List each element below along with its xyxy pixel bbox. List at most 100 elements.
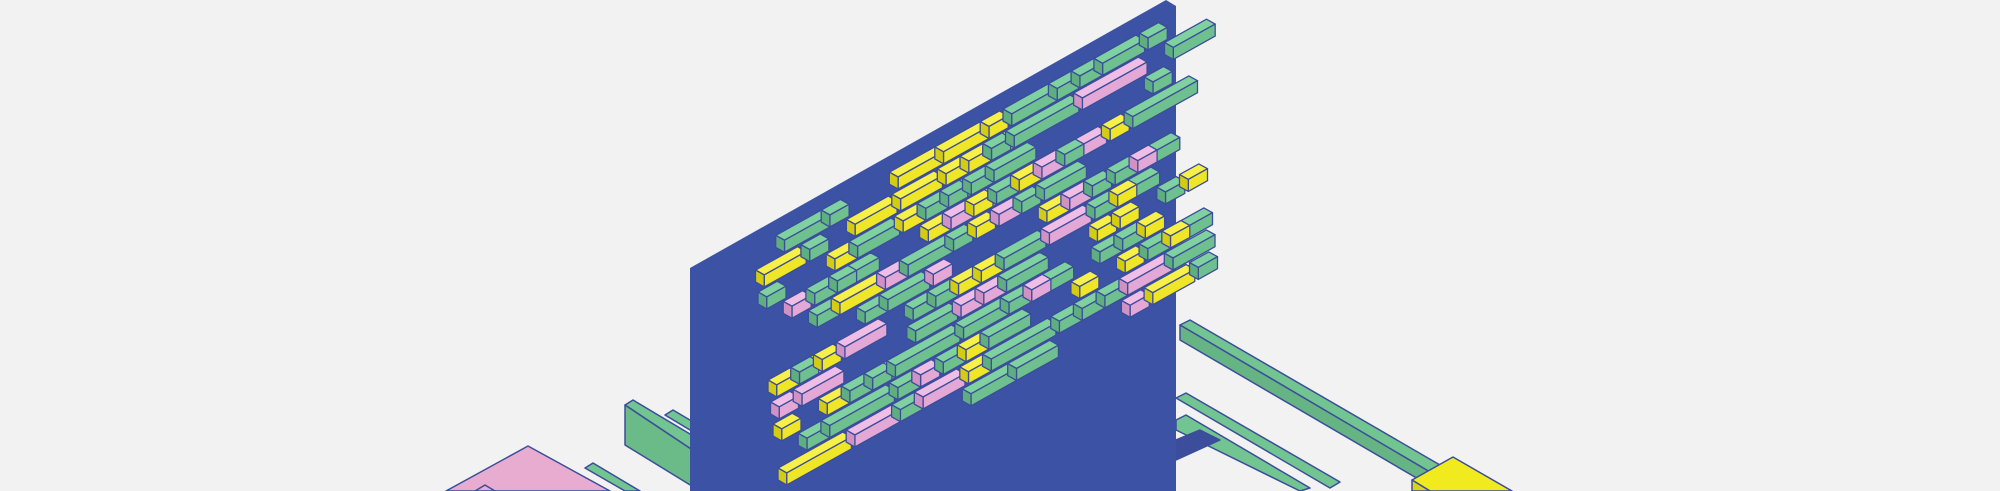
block-end <box>956 344 967 363</box>
block-end <box>979 120 990 140</box>
block-end <box>1050 315 1061 334</box>
block-end <box>1070 281 1081 300</box>
block-end <box>1095 290 1106 309</box>
block-end <box>800 244 811 263</box>
block-end <box>792 388 803 407</box>
block-end <box>820 420 831 439</box>
block-end <box>1138 243 1149 262</box>
block-end <box>845 429 856 448</box>
block-end <box>936 168 947 187</box>
block-end <box>1105 167 1116 186</box>
block-end <box>913 391 924 410</box>
block-end <box>820 209 831 228</box>
block-end <box>817 398 828 417</box>
block-end <box>944 234 955 253</box>
block-end <box>981 353 992 372</box>
beam <box>624 404 701 491</box>
block-end <box>923 268 934 288</box>
block-end <box>1035 183 1046 202</box>
block-end <box>1055 149 1066 168</box>
block-end <box>1143 76 1154 95</box>
block-end <box>1093 57 1104 76</box>
block-end <box>878 294 889 313</box>
beam <box>1175 392 1341 489</box>
block-end <box>1009 174 1020 193</box>
block-end <box>812 354 823 373</box>
block-end <box>825 253 836 272</box>
yellow-cube <box>1411 456 1513 491</box>
block-end <box>1110 211 1121 230</box>
block-end <box>1090 246 1101 265</box>
block-end <box>1082 180 1094 199</box>
slab-top <box>445 445 611 491</box>
block-end <box>1128 155 1139 174</box>
right-beams <box>1175 319 1441 491</box>
block-end <box>828 275 839 294</box>
block-end <box>1100 123 1111 142</box>
block-end <box>987 186 998 206</box>
block-end <box>1002 108 1013 127</box>
block-end <box>1022 284 1033 303</box>
block-end <box>888 171 899 190</box>
block-end <box>757 291 768 310</box>
block-end <box>891 193 902 212</box>
block-end <box>888 382 899 401</box>
block-end <box>1060 193 1071 212</box>
block-end <box>1032 161 1043 180</box>
block-end <box>1118 277 1129 296</box>
block-end <box>1143 287 1154 306</box>
block-end <box>1163 41 1174 61</box>
block-end <box>898 259 909 278</box>
block-end <box>893 215 904 234</box>
block-end <box>959 155 970 174</box>
block-end <box>790 366 801 385</box>
block-end <box>934 146 945 165</box>
block-end <box>875 272 887 291</box>
block-end <box>855 306 866 325</box>
block-end <box>941 212 952 231</box>
block-end <box>1156 186 1167 205</box>
block-end <box>989 208 1000 228</box>
block-end <box>1007 362 1018 382</box>
block-end <box>961 177 972 196</box>
block-end <box>890 404 902 423</box>
block-end <box>1163 252 1174 271</box>
block-end <box>1037 205 1048 224</box>
block-end <box>1135 221 1146 240</box>
block-end <box>1047 83 1058 102</box>
block-end <box>959 366 970 385</box>
block-end <box>982 142 993 162</box>
block-end <box>863 372 874 391</box>
block-end <box>918 224 929 244</box>
block-end <box>777 467 788 486</box>
beam <box>584 462 641 491</box>
block-end <box>974 287 985 306</box>
block-end <box>767 379 778 398</box>
block-end <box>797 432 808 451</box>
block-end <box>933 356 944 376</box>
block-end <box>926 290 937 310</box>
block-end <box>1072 303 1083 322</box>
block-end <box>840 385 851 404</box>
block-end <box>1087 224 1099 243</box>
block-end <box>835 341 846 360</box>
pink-slab <box>445 445 611 491</box>
cube-side <box>1411 479 1431 491</box>
block-end <box>775 234 786 253</box>
block-end <box>961 388 972 407</box>
block-end <box>1072 92 1084 111</box>
block-end <box>807 310 818 329</box>
block-end <box>1123 111 1134 130</box>
block-end <box>1161 230 1172 249</box>
block-end <box>911 369 922 388</box>
block-end <box>1178 173 1189 193</box>
block-end <box>1120 299 1131 318</box>
block-end <box>906 325 917 344</box>
block-end <box>1085 202 1096 221</box>
block-end <box>772 423 783 442</box>
block-end <box>997 274 1008 294</box>
blocks <box>754 18 1219 486</box>
block-end <box>903 303 914 322</box>
